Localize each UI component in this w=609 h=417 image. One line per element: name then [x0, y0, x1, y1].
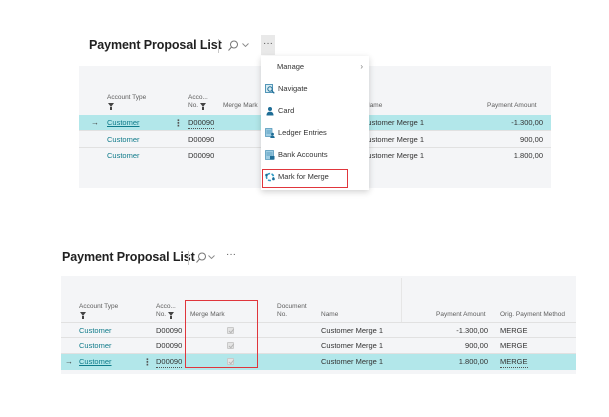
name-cell: Customer Merge 1 — [321, 357, 384, 366]
col-header-merge-mark[interactable]: Merge Mark — [190, 311, 225, 318]
mark-for-merge-highlight — [262, 169, 348, 188]
more-options-button[interactable]: ··· — [261, 35, 275, 55]
account-no-cell: D00090 — [188, 135, 215, 144]
menu-item-label: Manage — [277, 62, 305, 71]
amount-cell: 1.800,00 — [458, 357, 488, 366]
search-chevron-down-icon[interactable] — [208, 254, 215, 260]
bank-icon — [265, 150, 275, 160]
table-row[interactable]: Customer D00090 Customer Merge 1 1.800,0… — [79, 148, 551, 164]
amount-cell: -1.300,00 — [456, 326, 488, 335]
menu-item-bank-accounts[interactable]: Bank Accounts — [261, 145, 369, 165]
payment-method-cell[interactable]: MERGE — [500, 357, 528, 368]
table-row[interactable]: → Customer ⋮ D00090 Customer Merge 1 1.8… — [61, 354, 576, 370]
row-actions-icon[interactable]: ⋮ — [143, 357, 152, 367]
account-type-cell[interactable]: Customer — [107, 151, 140, 160]
more-options-button[interactable]: ··· — [226, 249, 236, 260]
merge-mark-checkbox[interactable] — [227, 342, 234, 349]
menu-item-label: Card — [278, 106, 295, 115]
amount-cell: 900,00 — [520, 135, 543, 144]
account-type-cell[interactable]: Customer — [79, 326, 112, 335]
col-header-payment-amount[interactable]: Payment Amount — [487, 102, 537, 109]
table-row[interactable]: Customer D00090 Customer Merge 1 900,00 … — [61, 338, 576, 354]
chevron-right-icon: › — [360, 62, 363, 71]
account-type-cell[interactable]: Customer — [107, 135, 140, 144]
column-divider — [401, 278, 402, 322]
filter-icon — [108, 103, 114, 111]
row-actions-icon[interactable]: ⋮ — [174, 118, 183, 128]
menu-item-navigate[interactable]: Navigate — [261, 79, 369, 99]
bottom-page-title: Payment Proposal List — [62, 250, 195, 264]
account-type-cell[interactable]: Customer — [79, 357, 112, 366]
col-header-name[interactable]: Name — [321, 311, 339, 318]
menu-item-manage[interactable]: Manage › — [261, 57, 369, 77]
account-no-cell: D00090 — [188, 151, 215, 160]
col-header-account-no[interactable]: Acco... No. — [188, 94, 208, 111]
bottom-list-panel: Account Type Acco... No. Merge Mark Docu… — [61, 276, 576, 374]
search-chevron-down-icon[interactable] — [242, 42, 249, 48]
account-type-cell[interactable]: Customer — [107, 118, 140, 127]
menu-item-ledger-entries[interactable]: Ledger Entries — [261, 123, 369, 143]
menu-item-card[interactable]: Card — [261, 101, 369, 121]
table-row[interactable]: Customer D00090 Customer Merge 1 -1.300,… — [61, 322, 576, 338]
top-page-title: Payment Proposal List — [89, 38, 222, 52]
more-options-menu: Manage › Navigate Card Ledger Entries — [261, 56, 369, 190]
menu-item-label: Bank Accounts — [278, 150, 328, 159]
col-header-document-no[interactable]: Document No. — [277, 303, 307, 318]
amount-cell: -1.300,00 — [511, 118, 543, 127]
filter-icon — [167, 312, 174, 320]
col-header-payment-amount[interactable]: Payment Amount — [436, 311, 486, 318]
col-header-name[interactable]: Name — [365, 102, 383, 109]
name-cell: Customer Merge 1 — [362, 151, 425, 160]
account-type-cell[interactable]: Customer — [79, 341, 112, 350]
col-header-merge-mark[interactable]: Merge Mark — [223, 102, 258, 109]
payment-method-cell: MERGE — [500, 326, 528, 335]
menu-item-label: Mark for Merge — [278, 172, 329, 181]
merge-mark-checkbox[interactable] — [227, 358, 234, 365]
col-header-account-type[interactable]: Account Type — [107, 94, 146, 111]
amount-cell: 900,00 — [465, 341, 488, 350]
title-separator — [188, 251, 189, 265]
filter-icon — [199, 103, 206, 111]
account-no-cell: D00090 — [156, 326, 183, 335]
menu-item-label: Ledger Entries — [278, 128, 327, 137]
col-header-account-type[interactable]: Account Type — [79, 303, 118, 320]
merge-mark-column-highlight — [185, 300, 258, 368]
col-header-orig-payment-method[interactable]: Orig. Payment Method — [500, 311, 566, 318]
account-no-cell: D00090 — [156, 341, 183, 350]
row-arrow-icon: → — [91, 118, 99, 127]
search-icon[interactable] — [194, 252, 210, 264]
name-cell: Customer Merge 1 — [362, 118, 425, 127]
account-no-cell[interactable]: D00090 — [188, 118, 215, 129]
filter-icon — [80, 312, 86, 320]
merge-mark-checkbox[interactable] — [227, 327, 234, 334]
col-header-account-no[interactable]: Acco... No. — [156, 303, 176, 320]
merge-icon — [265, 172, 275, 182]
navigate-icon — [265, 84, 275, 94]
menu-item-mark-for-merge[interactable]: Mark for Merge — [261, 167, 369, 187]
account-no-cell[interactable]: D00090 — [156, 357, 183, 368]
name-cell: Customer Merge 1 — [321, 341, 384, 350]
row-arrow-icon: → — [65, 357, 73, 366]
amount-cell: 1.800,00 — [513, 151, 543, 160]
title-separator — [218, 39, 219, 53]
person-icon — [266, 107, 274, 116]
payment-method-cell: MERGE — [500, 341, 528, 350]
ledger-icon — [265, 128, 275, 138]
name-cell: Customer Merge 1 — [362, 135, 425, 144]
name-cell: Customer Merge 1 — [321, 326, 384, 335]
search-icon[interactable] — [226, 40, 242, 52]
menu-item-label: Navigate — [278, 84, 308, 93]
